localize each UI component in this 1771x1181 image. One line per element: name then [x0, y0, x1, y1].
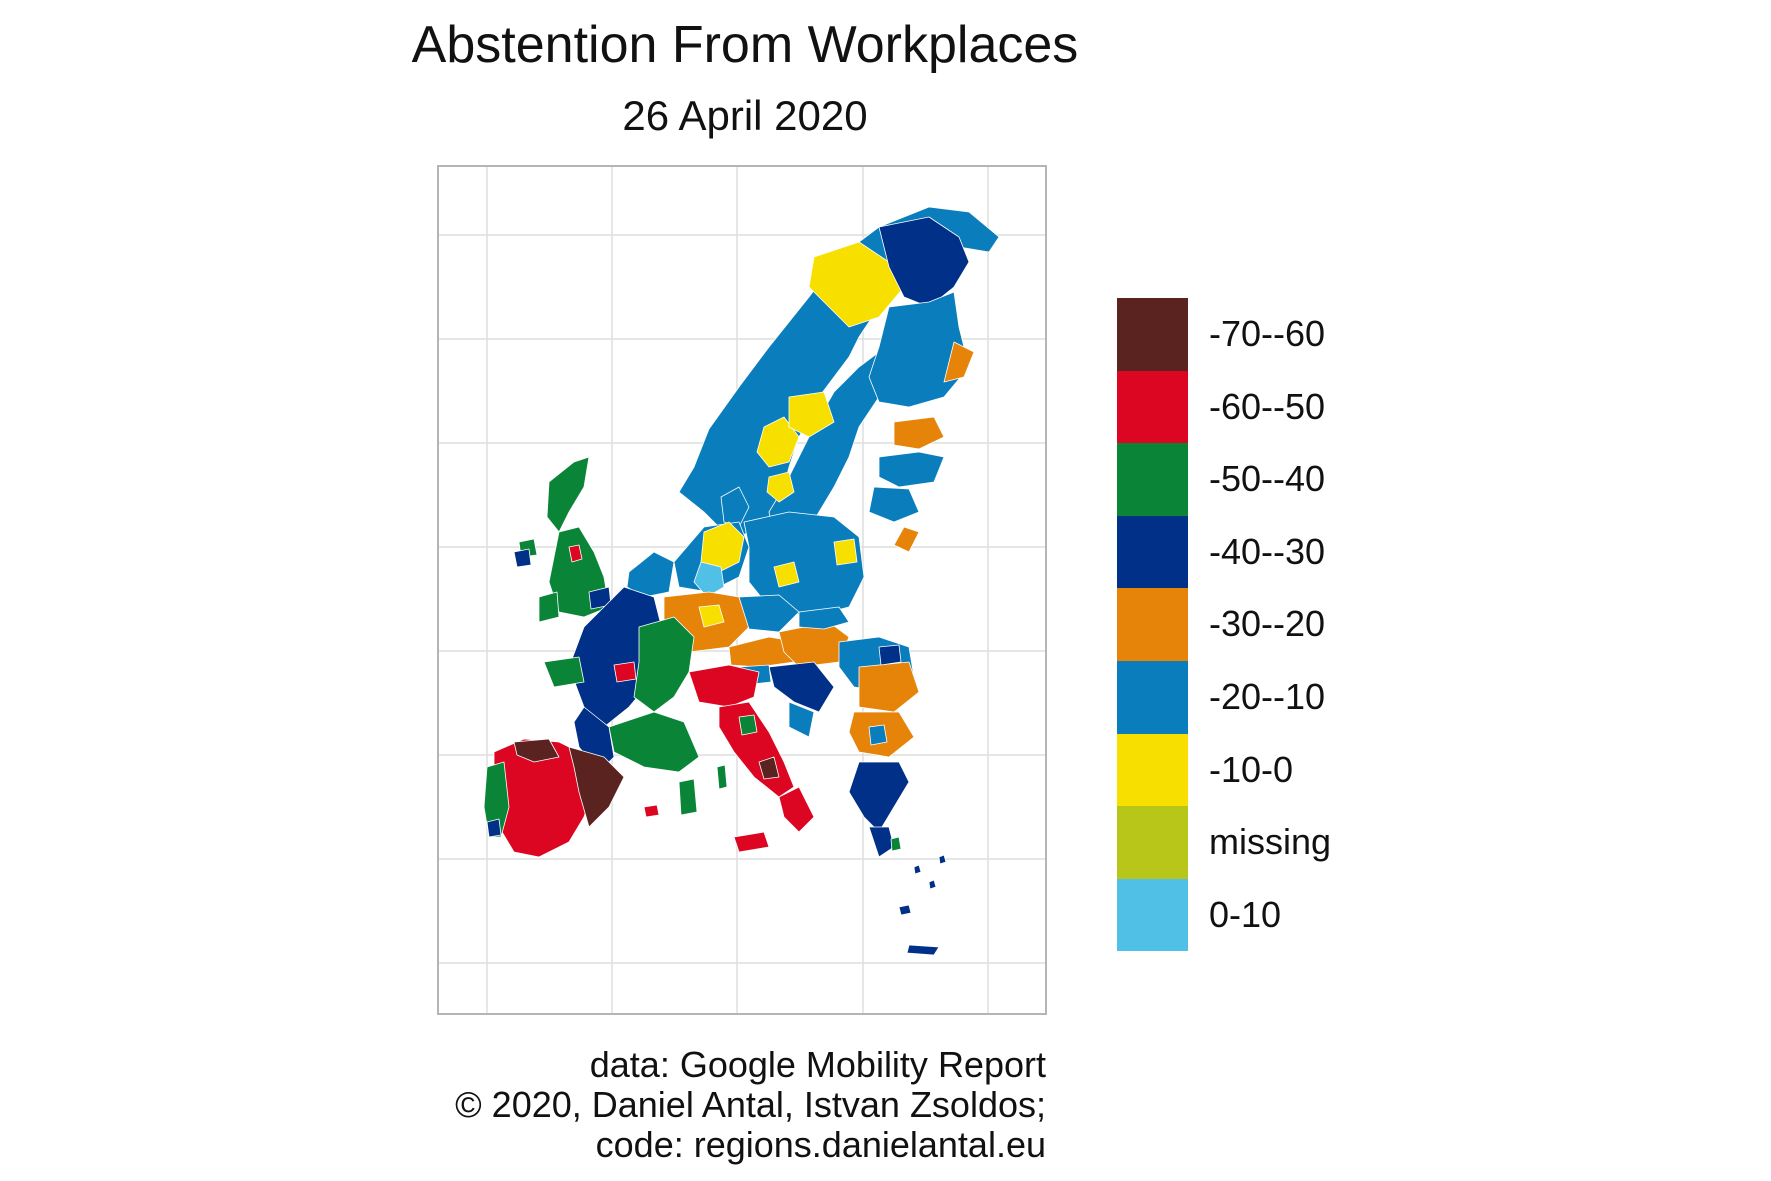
region-croatia-coast	[788, 701, 815, 738]
region-uk-red	[568, 544, 583, 563]
region-france-paris	[613, 661, 637, 683]
region-germany-yellow-south	[698, 604, 725, 628]
source-caption: data: Google Mobility Report © 2020, Dan…	[455, 1045, 1046, 1165]
region-croatia	[768, 661, 835, 713]
region-sweden-central-yellow	[756, 416, 800, 468]
region-aegean-islands	[913, 854, 947, 890]
region-finland-east	[943, 341, 975, 383]
region-uk-wales	[538, 591, 560, 623]
region-sweden-north-yellow	[808, 241, 905, 328]
region-portugal	[483, 761, 510, 838]
region-italy-south	[778, 786, 815, 833]
legend-swatch	[1117, 806, 1188, 879]
region-sweden-lower-yellow	[766, 471, 795, 503]
region-corsica	[716, 764, 728, 790]
map-subtitle: 26 April 2020	[622, 92, 868, 139]
legend-swatch	[1117, 660, 1188, 734]
caption-data-source: data: Google Mobility Report	[589, 1044, 1046, 1085]
region-finland-north	[878, 216, 970, 308]
region-benelux	[626, 551, 675, 598]
region-france-brittany	[543, 656, 585, 688]
europe-map	[439, 167, 1045, 1013]
legend-label: 0-10	[1209, 893, 1282, 935]
region-cyprus	[898, 904, 912, 916]
region-italy-center	[718, 701, 795, 798]
region-crete	[906, 944, 940, 956]
legend-label: -10-0	[1209, 748, 1294, 790]
region-italy-green	[738, 714, 758, 736]
caption-code-link: code: regions.danielantal.eu	[595, 1124, 1046, 1165]
region-italy-brown	[758, 756, 780, 780]
region-slovakia	[798, 606, 850, 630]
region-portugal-navy	[486, 818, 502, 838]
region-estonia	[893, 416, 945, 450]
legend-swatch	[1117, 298, 1188, 371]
region-latvia	[878, 451, 945, 488]
region-poland-yellow2	[833, 538, 858, 566]
caption-copyright: © 2020, Daniel Antal, Istvan Zsoldos;	[455, 1084, 1046, 1125]
region-sardinia	[678, 778, 698, 816]
region-uk-scotland	[546, 456, 590, 533]
map-panel	[437, 165, 1047, 1015]
legend-label: -40--30	[1209, 530, 1326, 572]
region-baltic-orange	[893, 526, 920, 553]
legend-swatch	[1117, 515, 1188, 589]
region-romania-navy	[878, 644, 902, 666]
region-romania-orange	[858, 661, 920, 713]
region-spain-northeast	[513, 738, 560, 763]
map-title: Abstention From Workplaces	[411, 16, 1079, 74]
region-greece-south	[868, 826, 895, 858]
region-france-south	[608, 711, 700, 773]
region-spain-east	[568, 746, 625, 828]
legend-swatch	[1117, 588, 1188, 661]
legend-swatch	[1117, 443, 1188, 516]
region-denmark	[720, 486, 750, 528]
region-greece-green	[890, 836, 902, 852]
legend-label: -70--60	[1209, 313, 1326, 354]
region-czech	[738, 594, 800, 633]
legend-label: -50--40	[1209, 458, 1326, 500]
region-greece	[848, 761, 910, 833]
legend-label: -20--10	[1209, 675, 1326, 717]
legend-swatch	[1117, 370, 1188, 444]
region-italy-north	[688, 664, 760, 708]
region-sweden-mid-yellow	[788, 391, 835, 438]
legend-swatch	[1117, 878, 1188, 952]
region-france-east	[633, 616, 695, 713]
legend-label: -30--20	[1209, 603, 1326, 645]
region-balearic	[643, 804, 660, 818]
region-lithuania	[868, 486, 920, 523]
legend-label: missing	[1209, 821, 1332, 863]
region-finland	[868, 291, 970, 408]
legend-label: -60--50	[1209, 385, 1326, 427]
region-ireland	[513, 548, 532, 568]
region-poland	[743, 511, 865, 618]
region-poland-yellow	[773, 561, 800, 588]
region-sicily	[733, 831, 770, 853]
region-germany-lightblue	[693, 561, 725, 598]
region-bulgaria-blue	[868, 724, 888, 746]
legend-swatch	[1117, 733, 1188, 807]
